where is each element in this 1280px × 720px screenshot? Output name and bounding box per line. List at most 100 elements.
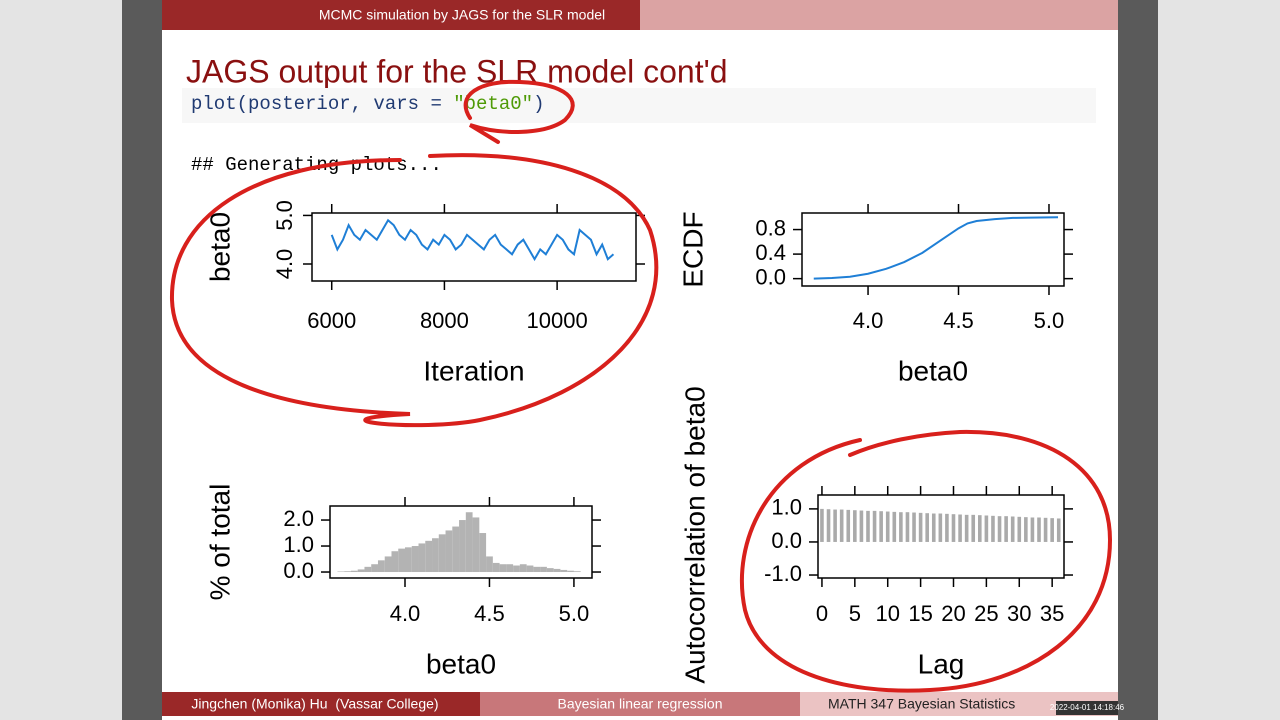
x-tick-label: 35 (1040, 601, 1064, 626)
y-tick-label: 0.0 (755, 264, 786, 289)
footer-author: Jingchen (Monika) Hu (Vassar College) (191, 696, 438, 712)
histogram-bar (553, 568, 561, 573)
y-tick-label: 4.0 (272, 249, 297, 280)
x-tick-label: 15 (908, 601, 932, 626)
histogram-bar (519, 564, 527, 573)
histogram-bar (533, 566, 541, 573)
x-axis-label: Lag (918, 648, 965, 679)
histogram-bar (445, 530, 453, 573)
bar (958, 514, 962, 542)
timestamp: 2022-04-01 14:18:46 (1050, 703, 1125, 712)
footer-bar (480, 692, 800, 716)
x-tick-label: 20 (941, 601, 965, 626)
bar (833, 509, 837, 542)
code-string: "beta0" (453, 93, 533, 115)
bar (964, 514, 969, 542)
x-tick-label: 25 (974, 601, 998, 626)
histogram-bar (384, 556, 392, 573)
y-tick-label: 1.0 (771, 495, 802, 520)
bar (984, 515, 989, 542)
data-line (813, 216, 1059, 280)
histogram-bar (567, 570, 574, 573)
histogram-bar (391, 551, 399, 573)
histogram-bar (540, 566, 547, 573)
histogram-bar (377, 560, 385, 573)
bar (899, 512, 903, 542)
x-tick-label: 4.0 (853, 308, 884, 333)
histogram-bar (513, 565, 520, 573)
y-axis-label: beta0 (204, 212, 235, 282)
y-tick-label: 1.0 (283, 532, 314, 557)
plot-frame (801, 212, 1065, 287)
histogram-bar (425, 540, 433, 573)
histogram-bar (486, 556, 493, 573)
bar (853, 510, 857, 542)
bar (879, 511, 883, 542)
bar (945, 513, 949, 542)
bar (991, 515, 995, 542)
histogram-bar (479, 533, 487, 573)
header-bar (162, 0, 640, 30)
bar (885, 511, 890, 542)
plot-frame (311, 212, 637, 282)
y-axis-label: % of total (204, 484, 235, 601)
code-close: ) (533, 93, 544, 115)
y-tick-label: 0.8 (755, 215, 786, 240)
x-axis-label: Iteration (423, 355, 524, 386)
bar (846, 509, 851, 542)
histogram-bar (432, 538, 439, 573)
bar (1030, 517, 1035, 542)
histogram-bar (452, 526, 460, 573)
bar (905, 512, 910, 542)
annotation-circle (739, 429, 1113, 693)
bar (826, 509, 831, 542)
bar (912, 512, 916, 542)
histogram-bar (411, 546, 419, 573)
histogram-bar (546, 568, 554, 573)
x-tick-label: 6000 (307, 308, 356, 333)
x-tick-label: 8000 (420, 308, 469, 333)
histogram-bar (371, 564, 378, 573)
histogram-bar (398, 548, 406, 573)
y-tick-label: 2.0 (283, 506, 314, 531)
histogram-bar (350, 570, 358, 573)
x-tick-label: 30 (1007, 601, 1031, 626)
y-axis-label: Autocorrelation of beta0 (679, 386, 710, 683)
bar (925, 513, 929, 542)
bar (971, 514, 976, 542)
histogram-bar (465, 512, 473, 573)
backdrop (0, 0, 122, 720)
header-section: MCMC simulation by JAGS for the SLR mode… (319, 7, 605, 23)
y-tick-label: -1.0 (764, 561, 802, 586)
backdrop (1158, 0, 1280, 720)
header-bar (640, 0, 1118, 30)
histogram-bar (405, 547, 412, 573)
x-axis-label: beta0 (426, 648, 496, 679)
x-axis-label: beta0 (898, 355, 968, 386)
bar (978, 515, 982, 542)
bar (859, 510, 864, 542)
histogram-bar (418, 543, 426, 573)
slide-title: JAGS output for the SLR model cont'd (186, 53, 728, 89)
backdrop (122, 0, 162, 720)
bar (1010, 516, 1015, 542)
bar (839, 509, 844, 542)
footer-course: MATH 347 Bayesian Statistics (828, 696, 1015, 712)
y-tick-label: 0.0 (771, 528, 802, 553)
code-line: plot(posterior, vars = "beta0") (191, 93, 544, 115)
histogram-bar (459, 520, 466, 573)
bar (1050, 518, 1054, 542)
x-tick-label: 4.5 (474, 601, 505, 626)
annotation-circle (169, 153, 659, 428)
x-tick-label: 10000 (527, 308, 588, 333)
footer-topic: Bayesian linear regression (558, 696, 723, 712)
histogram-bar (526, 565, 534, 573)
x-tick-label: 4.5 (943, 308, 974, 333)
bar (1017, 516, 1022, 542)
histogram-bar (506, 564, 514, 573)
histogram-bar (499, 564, 507, 573)
y-tick-label: 0.4 (755, 240, 786, 265)
bar (1056, 518, 1061, 542)
